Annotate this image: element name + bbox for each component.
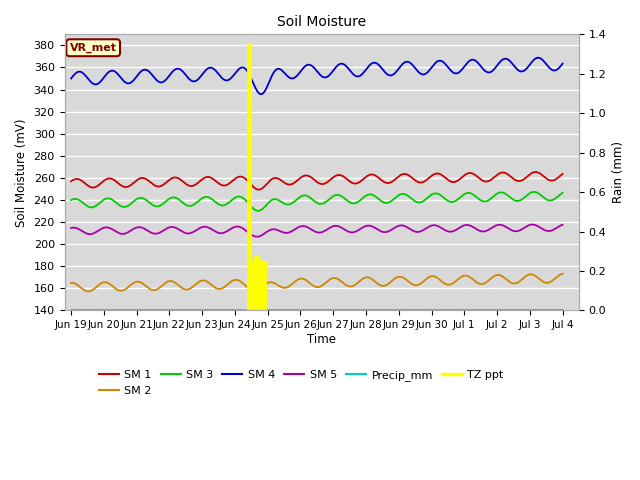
Y-axis label: Rain (mm): Rain (mm): [612, 142, 625, 204]
X-axis label: Time: Time: [307, 333, 336, 346]
Y-axis label: Soil Moisture (mV): Soil Moisture (mV): [15, 118, 28, 227]
Legend: SM 1, SM 2, SM 3, SM 4, SM 5, Precip_mm, TZ ppt: SM 1, SM 2, SM 3, SM 4, SM 5, Precip_mm,…: [95, 366, 508, 400]
Text: VR_met: VR_met: [70, 43, 116, 53]
Title: Soil Moisture: Soil Moisture: [277, 15, 366, 29]
